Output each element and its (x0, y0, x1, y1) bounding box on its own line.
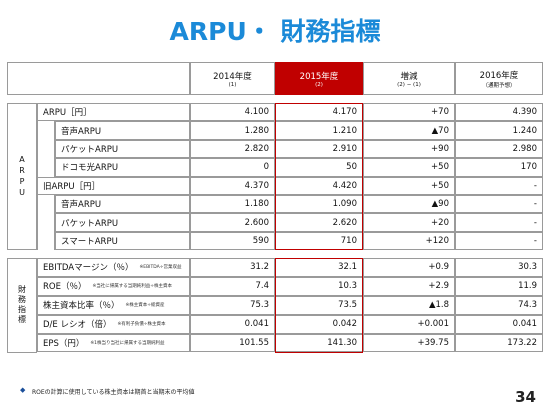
row-note: ※当社に帰属する当期純利益÷株主資本 (92, 284, 173, 290)
indent (37, 158, 55, 177)
section-label: ARPU (7, 103, 37, 251)
cell-value: +39.75 (363, 333, 455, 353)
cell-value: 1.240 (455, 121, 543, 140)
cell-value: +2.9 (363, 276, 455, 296)
cell-value: +0.001 (363, 314, 455, 334)
row-name: ROE（％） ※当社に帰属する当期純利益÷株主資本 (37, 276, 190, 296)
cell-value: 75.3 (190, 295, 275, 315)
cell-value: 4.370 (190, 176, 275, 195)
row-label: 音声ARPU (61, 126, 102, 137)
header-label: 2015年度 (299, 71, 339, 82)
header-note: (1) (228, 81, 237, 88)
cell-value: +90 (363, 139, 455, 159)
cell-value: 1.280 (190, 121, 275, 140)
cell-value: - (455, 176, 543, 195)
row-label: D/E レシオ（倍） (43, 320, 112, 331)
column-header: 増減 (2) − (1) (363, 62, 455, 95)
indent (37, 139, 55, 159)
header-label: 増減 (400, 71, 418, 82)
cell-value: 590 (190, 231, 275, 251)
row-name: EBITDAマージン（％） ※EBITDA÷営業収益 (37, 258, 190, 277)
row-name: D/E レシオ（倍） ※有利子負債÷株主資本 (37, 314, 190, 334)
row-label: EBITDAマージン（％） (43, 263, 134, 274)
row-label: ARPU［円］ (43, 108, 92, 119)
indent (37, 195, 55, 214)
row-label: スマートARPU (61, 236, 118, 247)
row-name: EPS（円） ※1株当り当社に帰属する当期純利益 (37, 333, 190, 353)
cell-value: 7.4 (190, 276, 275, 296)
row-name: スマートARPU (55, 231, 190, 251)
cell-value: +0.9 (363, 258, 455, 277)
header-note: （通期予想） (482, 82, 516, 89)
cell-value: 4.390 (455, 103, 543, 122)
row-label: EPS（円） (43, 339, 85, 350)
cell-value: 0 (190, 158, 275, 177)
row-label: ROE（％） (43, 282, 87, 293)
indent (37, 213, 55, 232)
row-note: ※EBITDA÷営業収益 (139, 265, 182, 271)
indent (37, 121, 55, 140)
cell-value: +120 (363, 231, 455, 251)
row-name: パケットARPU (55, 139, 190, 159)
cell-value: 0.041 (455, 314, 543, 334)
row-note: ※株主資本÷総資産 (125, 303, 165, 309)
row-name: ドコモ光ARPU (55, 158, 190, 177)
header-note: (2) (315, 81, 323, 88)
cell-value: ▲90 (363, 195, 455, 214)
cell-value: - (455, 195, 543, 214)
section-label: 財務指標 (7, 258, 37, 353)
page-number: 34 (515, 388, 536, 406)
cell-value: +20 (363, 213, 455, 232)
header-note: (2) − (1) (397, 81, 421, 88)
highlight-frame (275, 258, 363, 353)
row-label: パケットARPU (61, 218, 119, 229)
cell-value: 11.9 (455, 276, 543, 296)
cell-value: 170 (455, 158, 543, 177)
row-name: 音声ARPU (55, 195, 190, 214)
cell-value: 4.100 (190, 103, 275, 122)
header-blank (7, 62, 190, 95)
row-name: ARPU［円］ (37, 103, 190, 122)
title: ARPU・ 財務指標 (169, 17, 381, 46)
row-note: ※1株当り当社に帰属する当期純利益 (90, 341, 165, 347)
indent (37, 231, 55, 251)
cell-value: 2.820 (190, 139, 275, 159)
cell-value: 1.180 (190, 195, 275, 214)
header-label: 2014年度 (213, 71, 252, 82)
row-label: ドコモ光ARPU (61, 163, 119, 174)
row-label: パケットARPU (61, 144, 119, 155)
row-label: 音声ARPU (61, 200, 102, 211)
row-note: ※有利子負債÷株主資本 (117, 322, 166, 328)
cell-value: - (455, 231, 543, 251)
cell-value: ▲70 (363, 121, 455, 140)
row-label: 旧ARPU［円］ (43, 181, 101, 192)
row-name: 音声ARPU (55, 121, 190, 140)
cell-value: ▲1.8 (363, 295, 455, 315)
row-label: 株主資本比率（％） (43, 301, 120, 312)
row-name: 旧ARPU［円］ (37, 176, 190, 195)
cell-value: +50 (363, 176, 455, 195)
cell-value: 74.3 (455, 295, 543, 315)
cell-value: 2.980 (455, 139, 543, 159)
cell-value: 0.041 (190, 314, 275, 334)
cell-value: 2.600 (190, 213, 275, 232)
row-name: パケットARPU (55, 213, 190, 232)
cell-value: +50 (363, 158, 455, 177)
column-header: 2015年度 (2) (275, 62, 363, 95)
footnote: ROEの計算に使用している株主資本は期首と当期末の平均値 (32, 389, 195, 396)
cell-value: - (455, 213, 543, 232)
row-name: 株主資本比率（％） ※株主資本÷総資産 (37, 295, 190, 315)
header-label: 2016年度 (479, 70, 519, 81)
column-header: 2014年度 (1) (190, 62, 275, 95)
cell-value: +70 (363, 103, 455, 122)
cell-value: 101.55 (190, 333, 275, 353)
cell-value: 31.2 (190, 258, 275, 277)
column-header: 2016年度 （通期予想） (455, 62, 543, 95)
cell-value: 173.22 (455, 333, 543, 353)
cell-value: 30.3 (455, 258, 543, 277)
footnote-bullet: ◆ (20, 386, 26, 394)
highlight-frame (275, 103, 363, 251)
